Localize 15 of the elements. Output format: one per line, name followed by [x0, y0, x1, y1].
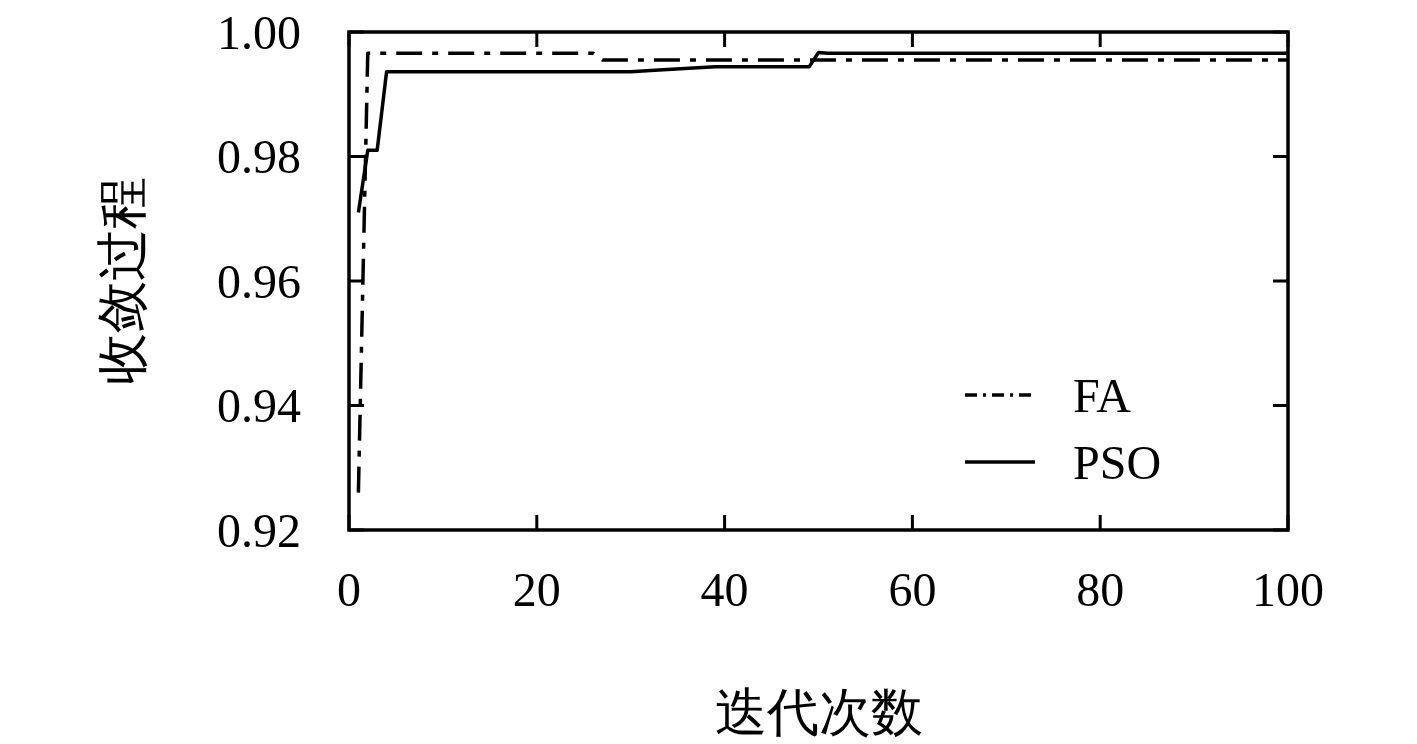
y-tick-label: 0.96: [217, 254, 301, 308]
x-tick-label: 40: [700, 563, 749, 616]
x-axis-title: 迭代次数: [714, 684, 923, 741]
x-tick-label: 100: [1252, 563, 1324, 616]
legend-label: PSO: [1073, 435, 1162, 489]
legend-label: FA: [1073, 368, 1132, 422]
y-tick-label: 0.92: [217, 503, 301, 557]
y-tick-label: 0.94: [217, 379, 301, 433]
x-tick-label: 60: [888, 563, 937, 616]
y-tick-label: 1.00: [217, 5, 301, 59]
y-axis-title: 收敛过程: [94, 177, 151, 385]
y-tick-label: 0.98: [217, 130, 301, 184]
x-tick-label: 20: [512, 563, 561, 616]
x-tick-label: 80: [1076, 563, 1125, 616]
x-tick-label: 0: [337, 563, 361, 616]
